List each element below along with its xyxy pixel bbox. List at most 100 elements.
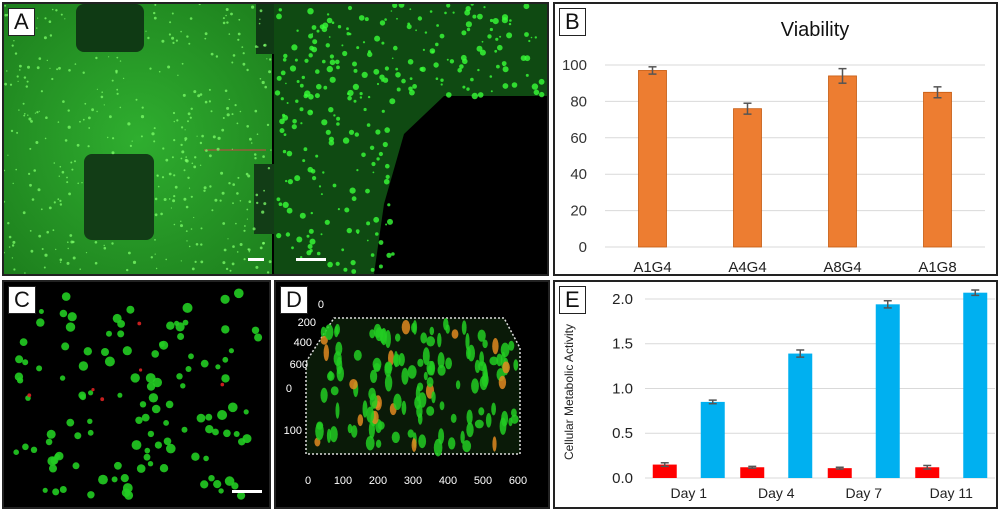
cell-dot — [66, 418, 75, 427]
cell-dot — [296, 236, 303, 243]
cell-dot — [204, 32, 208, 36]
cell-dot — [173, 223, 176, 226]
cell-dot — [203, 189, 206, 192]
cell-dot — [94, 241, 98, 244]
cell-dot — [309, 238, 316, 245]
cell-dot — [407, 59, 414, 65]
cell-dot — [237, 32, 241, 36]
cell-dot — [177, 333, 185, 340]
cell-3d — [366, 406, 375, 423]
cell-dot — [335, 261, 340, 266]
cell-dot — [104, 356, 115, 367]
cell-dot — [248, 200, 252, 203]
cell-dot — [145, 30, 147, 32]
cell-3d — [427, 365, 433, 374]
cell-dot — [34, 112, 36, 114]
cell-dot — [248, 248, 251, 251]
cell-dot — [193, 90, 197, 94]
cell-3d — [362, 400, 368, 418]
cell-dot — [525, 73, 529, 77]
cell-dot — [365, 188, 370, 194]
cell-dot — [4, 82, 7, 86]
cell-dot — [381, 41, 385, 45]
cell-3d — [485, 413, 492, 428]
cell-dot — [489, 27, 493, 32]
cell-dot — [431, 50, 435, 54]
cell-dot — [122, 346, 132, 356]
cell-dot — [44, 253, 48, 257]
x-tick-label: 500 — [474, 475, 492, 487]
cell-3d — [429, 326, 435, 336]
cell-dot — [246, 125, 249, 128]
cell-dot — [282, 149, 287, 154]
cell-dot — [94, 261, 98, 265]
cell-dot — [217, 136, 221, 140]
scaffold-fluorescence-right — [274, 4, 547, 274]
cell-dot — [384, 66, 389, 71]
cell-3d — [320, 335, 328, 345]
cell-dot — [135, 416, 143, 424]
cell-dot — [497, 44, 503, 51]
cell-dot — [199, 93, 203, 96]
cell-dot — [289, 65, 297, 72]
cell-dot — [53, 162, 56, 164]
cell-dot — [391, 57, 394, 60]
cell-dot — [168, 198, 171, 200]
cell-dot — [185, 156, 187, 158]
cell-3d — [510, 414, 519, 424]
cell-dot — [292, 119, 297, 124]
cell-dot — [476, 45, 483, 52]
cell-dot — [409, 77, 413, 80]
cell-dot — [161, 176, 165, 179]
cell-dot — [188, 245, 191, 248]
cell-dot — [208, 88, 211, 91]
cell-dot — [396, 87, 401, 92]
cell-dot — [45, 116, 48, 119]
cell-dot — [346, 27, 349, 31]
cell-dot — [320, 233, 323, 236]
cell-dot — [530, 36, 533, 39]
cell-3d — [445, 324, 450, 334]
cell-dot — [22, 359, 29, 366]
cell-3d — [417, 358, 424, 367]
cell-dot — [128, 251, 131, 255]
cell-dot — [91, 108, 94, 112]
cell-dot — [226, 106, 230, 110]
cell-dot — [61, 292, 71, 301]
cell-dot — [16, 131, 19, 134]
cell-3d — [349, 379, 358, 390]
cell-dot — [67, 247, 69, 250]
cell-dot — [67, 125, 71, 129]
cell-3d — [320, 326, 327, 339]
cell-3d — [466, 346, 471, 360]
scale-bar — [232, 490, 262, 493]
cell-dot — [140, 115, 145, 119]
cell-dot — [171, 36, 175, 40]
cell-dot — [189, 17, 193, 20]
cell-dot — [44, 137, 47, 140]
cell-dot — [264, 85, 268, 89]
cell-dot — [279, 128, 285, 134]
cell-dot — [237, 176, 240, 179]
cell-dot — [249, 137, 252, 141]
cell-3d — [500, 342, 510, 358]
cell-dot — [235, 222, 237, 225]
cell-dot — [483, 6, 486, 9]
cell-dot — [184, 129, 186, 131]
cell-3d — [437, 352, 445, 369]
cell-3d — [498, 375, 507, 390]
cell-dot — [472, 14, 477, 19]
cell-dot — [502, 83, 509, 89]
cell-3d — [489, 356, 499, 366]
cell-dot — [191, 267, 195, 271]
cell-dot — [328, 107, 334, 113]
cell-dot — [66, 176, 68, 179]
cell-dot — [82, 71, 85, 74]
cell-dot — [387, 203, 391, 207]
cell-dot — [222, 222, 226, 225]
cell-dot — [175, 322, 185, 332]
cell-dot — [184, 137, 188, 141]
cell-3d — [477, 329, 486, 342]
cell-dot — [180, 143, 183, 147]
cell-dot — [511, 82, 518, 88]
